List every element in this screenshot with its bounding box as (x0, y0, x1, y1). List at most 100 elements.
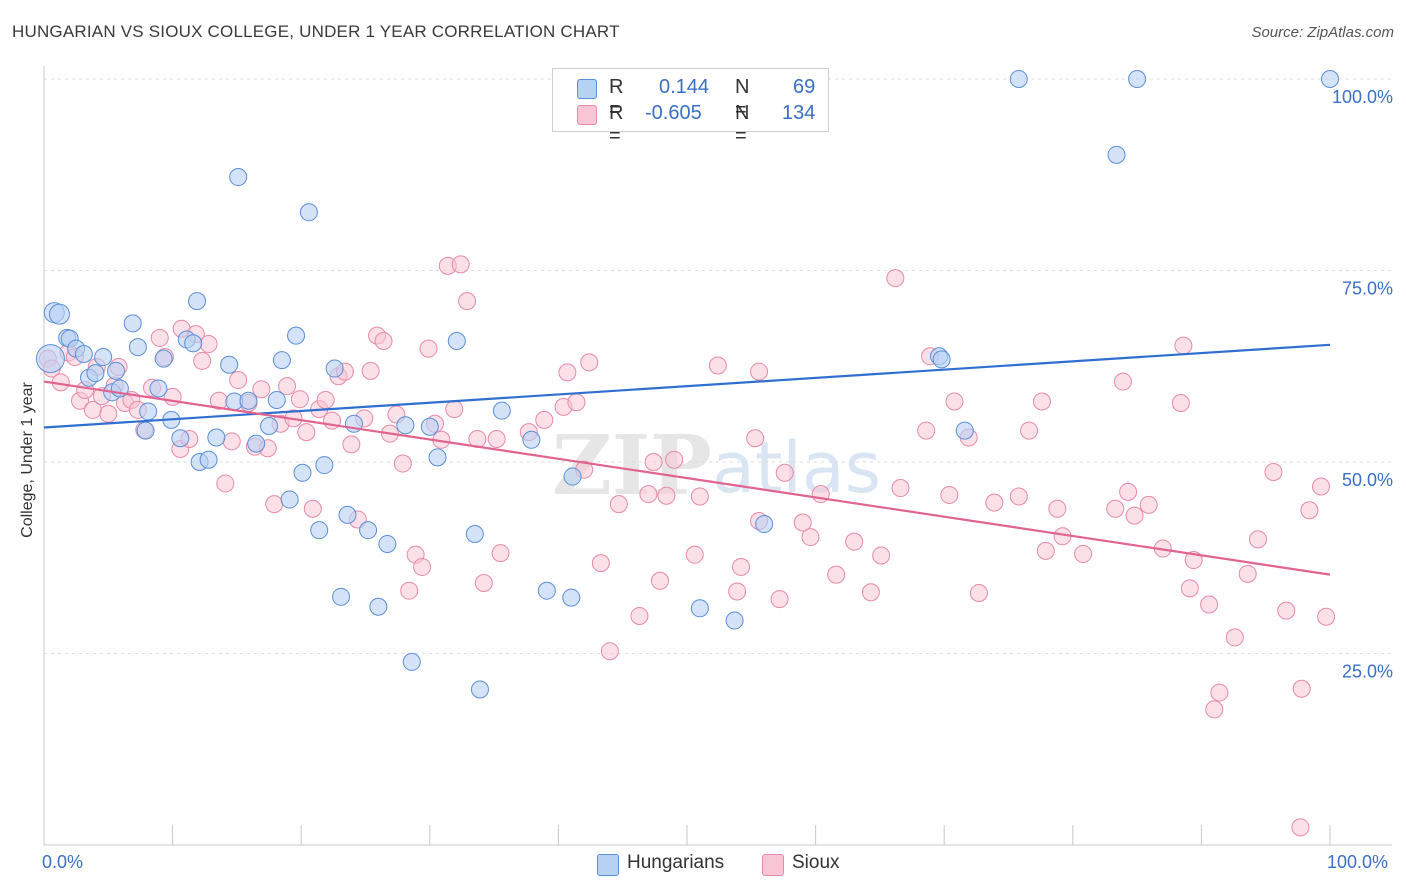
y-axis-label: College, Under 1 year (19, 382, 36, 538)
sioux-point (222, 432, 241, 451)
hungarian-point (537, 581, 556, 600)
legend-swatch-sioux (577, 105, 597, 125)
bottom-legend-label: Sioux (792, 852, 840, 873)
sioux-point (400, 581, 419, 600)
sioux-point (644, 453, 663, 471)
sioux-point (1139, 495, 1158, 514)
sioux-point (793, 513, 812, 532)
hungarian-point (447, 331, 466, 350)
sioux-point (1277, 601, 1296, 620)
hungarian-point (428, 448, 447, 467)
hungarian-point (492, 401, 511, 420)
hungarian-point (260, 416, 279, 435)
hungarian-points (35, 70, 1339, 699)
sioux-point (600, 642, 619, 661)
hungarian-point (563, 467, 582, 486)
sioux-point (99, 404, 118, 423)
hungarian-point (48, 303, 70, 325)
hungarian-point (139, 402, 158, 421)
sioux-point (216, 474, 235, 493)
sioux-point (290, 390, 309, 409)
sioux-point (1180, 579, 1199, 598)
hungarian-point (310, 521, 329, 540)
sioux-point (1225, 628, 1244, 647)
sioux-point (886, 269, 905, 288)
sioux-point (491, 544, 510, 563)
hungarian-point (107, 361, 126, 380)
sioux-point (685, 545, 704, 564)
hungarian-point (299, 203, 318, 222)
hungarian-point (359, 521, 378, 540)
legend-r-value: 0.144 (659, 76, 710, 98)
sioux-point (393, 454, 412, 473)
legend-n-label: N = (735, 102, 750, 147)
sioux-point (193, 351, 212, 370)
sioux-point (297, 423, 316, 442)
bottom-legend-swatch-hungarians (597, 854, 619, 876)
sioux-point (750, 362, 769, 381)
hungarian-point (690, 599, 709, 618)
y-tick-label: 100.0% (1332, 87, 1393, 107)
hungarian-point (123, 314, 142, 333)
sioux-point (1009, 487, 1028, 506)
sioux-point (657, 486, 676, 505)
sioux-point (917, 421, 936, 440)
sioux-point (252, 380, 271, 399)
hungarian-point (267, 390, 286, 409)
sioux-point (458, 292, 477, 311)
legend-n-value: 134 (782, 102, 816, 124)
sioux-point (940, 485, 959, 504)
sioux-point (1119, 482, 1138, 501)
hungarian-point (74, 344, 93, 363)
hungarian-point (562, 588, 581, 607)
sioux-point (872, 546, 891, 565)
hungarian-point (1128, 70, 1147, 88)
sioux-point (728, 582, 747, 601)
hungarian-point (239, 391, 258, 410)
sioux-point (861, 583, 880, 602)
hungarian-point (247, 434, 266, 453)
hungarian-point (94, 348, 113, 367)
hungarian-point (128, 338, 147, 357)
legend-r-label: R = (609, 102, 624, 147)
axes (43, 66, 1392, 846)
sioux-point (535, 410, 554, 429)
hungarian-point (332, 587, 351, 606)
x-tick-label-max: 100.0% (1327, 852, 1389, 872)
sioux-point (945, 392, 964, 411)
hungarian-point (287, 326, 306, 345)
hungarian-point (1107, 145, 1126, 164)
bottom-legend-swatch-sioux (762, 854, 784, 876)
hungarian-point (369, 597, 388, 616)
hungarian-point (220, 355, 239, 374)
sioux-point (342, 435, 361, 454)
sioux-point (567, 393, 586, 412)
hungarian-point (315, 456, 334, 475)
sioux-point (265, 495, 284, 514)
sioux-point (665, 450, 684, 469)
sioux-point (303, 499, 322, 518)
sioux-point (1205, 700, 1224, 719)
sioux-point (1264, 462, 1283, 481)
hungarian-point (396, 416, 415, 435)
legend-n-label: N = (735, 76, 750, 121)
sioux-point (1113, 372, 1132, 391)
trend-lines (43, 343, 1331, 576)
hungarian-point (932, 350, 951, 369)
sioux-point (609, 495, 628, 514)
sioux-point (1292, 679, 1311, 698)
sioux-point (650, 571, 669, 590)
sioux-point (1036, 541, 1055, 560)
sioux-point (1020, 421, 1039, 440)
sioux-point (451, 255, 470, 274)
hungarian-point (35, 344, 65, 374)
sioux-point (419, 339, 438, 358)
sioux-trend-line (43, 380, 1331, 576)
hungarian-point (272, 351, 291, 370)
sioux-point (278, 377, 297, 396)
sioux-point (985, 493, 1004, 512)
hungarian-point (86, 364, 105, 383)
sioux-point (1291, 818, 1310, 837)
sioux-point (1106, 499, 1125, 518)
